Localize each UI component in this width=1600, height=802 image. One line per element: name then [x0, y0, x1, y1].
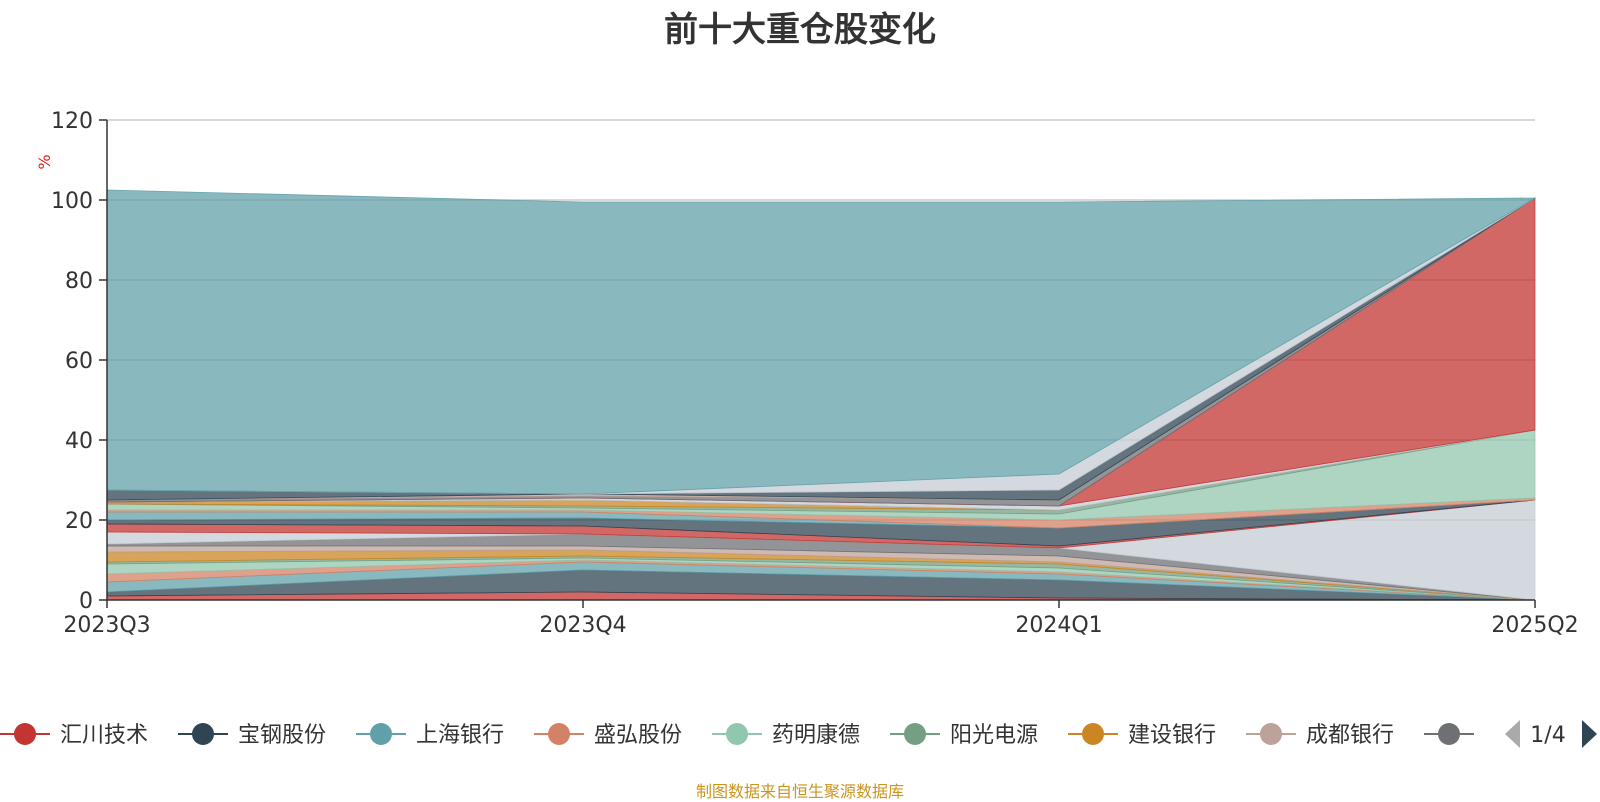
legend-item[interactable]: 汇川技术	[0, 723, 148, 748]
y-tick-label: 80	[65, 269, 93, 294]
y-tick-label: 0	[79, 589, 93, 614]
x-tick-label: 2023Q3	[63, 613, 150, 638]
y-tick-label: 20	[65, 509, 93, 534]
legend-marker-icon	[192, 723, 214, 745]
area-series-26	[106, 189, 1537, 495]
x-tick-label: 2024Q1	[1015, 613, 1102, 638]
legend-item[interactable]: 阳光电源	[890, 723, 1038, 748]
legend-label: 宝钢股份	[238, 723, 326, 748]
legend-label: 汇川技术	[60, 723, 148, 748]
legend-marker-icon	[1438, 723, 1460, 745]
legend-marker-icon	[370, 723, 392, 745]
y-tick-label: 100	[51, 189, 93, 214]
triangle-left-icon[interactable]	[1505, 720, 1520, 748]
legend-item[interactable]: 宝钢股份	[178, 723, 326, 748]
legend-pager: 1/4	[1505, 720, 1597, 748]
y-axis-label: %	[35, 154, 54, 169]
legend-marker-icon	[14, 723, 36, 745]
x-tick-label: 2023Q4	[539, 613, 626, 638]
legend-marker-icon	[1260, 723, 1282, 745]
legend-item[interactable]: 上海银行	[356, 723, 504, 748]
source-note: 制图数据来自恒生聚源数据库	[695, 782, 904, 801]
area-series	[106, 189, 1537, 601]
legend-item[interactable]: 药明康德	[712, 723, 860, 748]
legend-label: 成都银行	[1306, 723, 1394, 748]
legend-label: 盛弘股份	[594, 723, 682, 748]
x-tick-label: 2025Q2	[1491, 613, 1578, 638]
legend-item[interactable]	[1424, 723, 1474, 745]
legend-item[interactable]: 成都银行	[1246, 723, 1394, 748]
legend-label: 上海银行	[416, 723, 504, 748]
legend-item[interactable]: 建设银行	[1068, 723, 1216, 748]
legend-page-indicator: 1/4	[1530, 723, 1565, 748]
legend-label: 药明康德	[772, 723, 860, 748]
y-tick-label: 40	[65, 429, 93, 454]
chart-title: 前十大重仓股变化	[664, 10, 936, 50]
triangle-right-icon[interactable]	[1582, 720, 1597, 748]
legend: 汇川技术 宝钢股份 上海银行 盛弘股份 药明康德 阳光电源 建设银行 成都银行	[0, 723, 1474, 748]
legend-label: 阳光电源	[950, 723, 1038, 748]
y-tick-label: 60	[65, 349, 93, 374]
legend-marker-icon	[1082, 723, 1104, 745]
axes: 0 20 40 60 80 100 120 2023Q3 2023Q4 2024Q1 2025Q2	[51, 109, 1579, 638]
legend-marker-icon	[548, 723, 570, 745]
y-tick-label: 120	[51, 109, 93, 134]
legend-marker-icon	[726, 723, 748, 745]
legend-item[interactable]: 盛弘股份	[534, 723, 682, 748]
legend-marker-icon	[904, 723, 926, 745]
legend-label: 建设银行	[1128, 723, 1216, 748]
